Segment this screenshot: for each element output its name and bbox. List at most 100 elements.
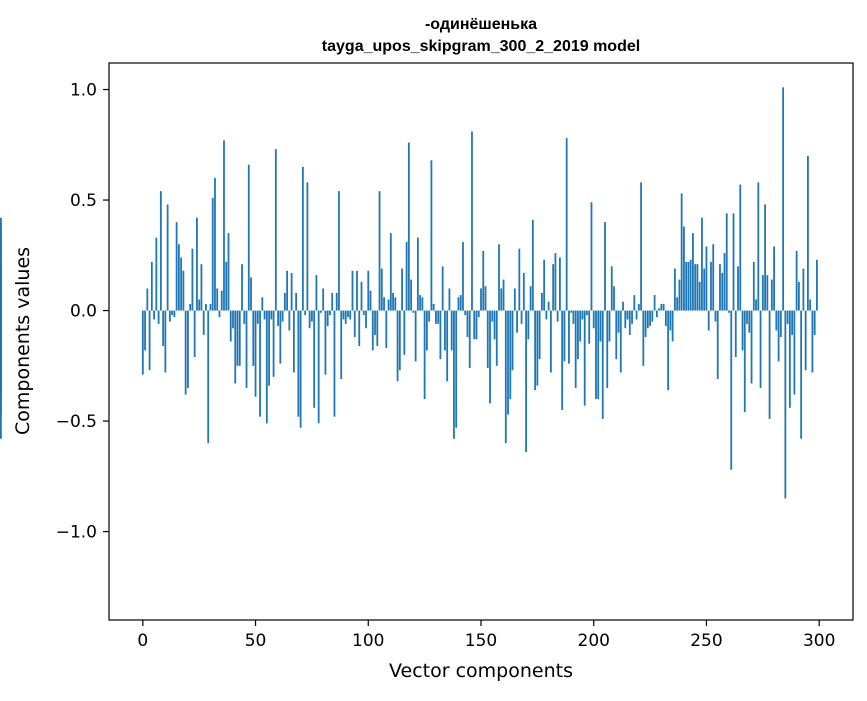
bar-181 [549, 310, 552, 373]
x-axis-label: Vector components [389, 660, 573, 682]
bar-166 [516, 310, 518, 333]
bar-272 [755, 299, 757, 311]
bar-179 [545, 310, 548, 320]
bar-118 [407, 142, 410, 311]
bar-15 [175, 222, 178, 311]
bar-7 [157, 310, 160, 324]
bar-282 [777, 310, 780, 362]
bar-297 [811, 310, 814, 373]
bar-98 [362, 310, 365, 315]
bar-39 [229, 310, 232, 342]
bar-200 [592, 310, 595, 329]
bar-148 [475, 310, 478, 340]
bar-139 [455, 310, 458, 428]
bar-263 [734, 310, 737, 357]
bar-255 [716, 310, 719, 380]
bar-164 [511, 310, 514, 371]
bar-211 [617, 310, 620, 333]
bar-58 [272, 310, 275, 377]
bar-277 [766, 275, 769, 311]
bar-299 [816, 259, 818, 311]
bar-285 [784, 310, 787, 499]
bar-202 [597, 310, 600, 399]
bar-257 [721, 272, 724, 311]
bar-278 [768, 310, 771, 419]
bar-155 [491, 310, 494, 322]
bar-77 [315, 275, 318, 311]
bar-44 [241, 264, 243, 311]
bar-165 [513, 288, 516, 311]
bar-138 [453, 310, 455, 439]
bar-237 [676, 297, 679, 311]
bar-64 [286, 270, 289, 311]
y-axis-ticks: 1.0 0.5 0.0 −0.5 −1.0 [56, 81, 109, 543]
chart-subtitle: tayga_upos_skipgram_300_2_2019 model [322, 38, 640, 55]
bar-104 [376, 310, 379, 346]
bar-28 [205, 303, 207, 311]
bar-239 [680, 193, 683, 311]
bar-93 [351, 270, 354, 311]
bar-183 [554, 253, 557, 311]
bar-20 [187, 310, 189, 388]
bar-176 [538, 310, 541, 360]
bar-123 [419, 295, 422, 311]
bar-56 [268, 310, 270, 386]
bar-70 [299, 310, 302, 428]
bar-101 [369, 290, 372, 311]
bar-47 [247, 164, 250, 311]
bar-60 [277, 310, 279, 327]
bar-21 [189, 303, 192, 311]
bar-100 [367, 270, 370, 311]
bar-160 [502, 279, 505, 311]
bar-256 [719, 264, 721, 311]
bar-267 [743, 310, 746, 413]
x-axis-ticks: 0 50 100 150 200 250 300 [137, 620, 835, 651]
bar-50 [254, 310, 257, 397]
bar-265 [739, 184, 742, 311]
bar-37 [225, 261, 228, 311]
bar-94 [353, 310, 356, 338]
bar-227 [653, 295, 656, 311]
bar-105 [378, 191, 381, 311]
bar-41 [234, 310, 237, 384]
bar-106 [380, 268, 383, 311]
bar-113 [396, 310, 399, 382]
bar-127 [428, 310, 431, 322]
bar-292 [800, 310, 803, 439]
bar-124 [421, 297, 424, 311]
bar-236 [673, 268, 676, 311]
bar-226 [651, 310, 654, 322]
bar-48 [250, 277, 252, 311]
bar-25 [198, 299, 201, 311]
bar-291 [797, 281, 800, 311]
bar-231 [662, 303, 665, 311]
bar-22 [191, 248, 194, 311]
bar-245 [694, 264, 697, 311]
bar-49 [252, 310, 255, 366]
bar-220 [637, 303, 640, 311]
bar-4 [150, 261, 153, 311]
y-tick-label: −1.0 [56, 523, 97, 543]
bar-110 [389, 233, 392, 311]
bar-151 [482, 250, 485, 311]
bar-142 [462, 242, 464, 311]
bar-88 [340, 310, 343, 380]
bar-132 [439, 310, 442, 360]
bar-85 [333, 310, 336, 417]
bar-244 [692, 233, 694, 311]
bar-10 [164, 310, 167, 373]
bar-145 [468, 310, 471, 369]
bar-209 [613, 286, 615, 311]
bar-154 [489, 310, 491, 404]
bar-6 [155, 237, 158, 311]
bar-249 [703, 268, 706, 311]
bar-3 [148, 310, 151, 371]
x-tick-label: 300 [803, 631, 835, 651]
bar-284 [782, 87, 785, 311]
bar-128 [430, 160, 433, 311]
bar-126 [425, 310, 428, 351]
bar-201 [595, 310, 597, 399]
bar-298 [813, 310, 816, 335]
bar-258 [723, 253, 726, 311]
bar-189 [568, 310, 570, 364]
